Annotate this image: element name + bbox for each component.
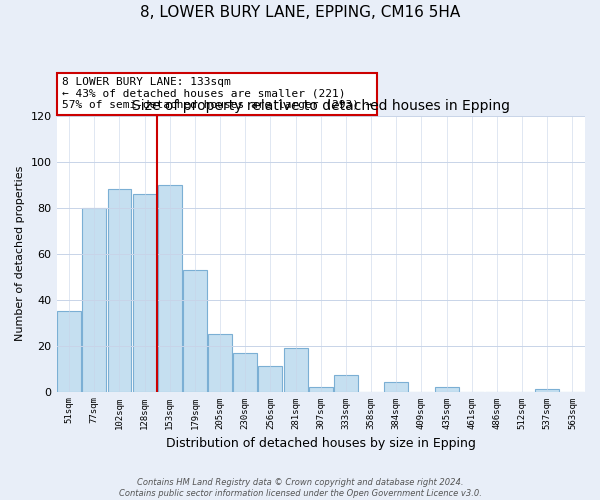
- Bar: [57, 311, 81, 392]
- Bar: [133, 194, 157, 392]
- Text: Contains HM Land Registry data © Crown copyright and database right 2024.
Contai: Contains HM Land Registry data © Crown c…: [119, 478, 481, 498]
- X-axis label: Distribution of detached houses by size in Epping: Distribution of detached houses by size …: [166, 437, 476, 450]
- Bar: [259, 366, 283, 392]
- Text: 8, LOWER BURY LANE, EPPING, CM16 5HA: 8, LOWER BURY LANE, EPPING, CM16 5HA: [140, 5, 460, 20]
- Bar: [208, 334, 232, 392]
- Bar: [334, 376, 358, 392]
- Bar: [434, 387, 458, 392]
- Bar: [284, 348, 308, 392]
- Bar: [82, 208, 106, 392]
- Bar: [158, 185, 182, 392]
- Bar: [233, 352, 257, 392]
- Bar: [309, 387, 333, 392]
- Bar: [385, 382, 408, 392]
- Title: Size of property relative to detached houses in Epping: Size of property relative to detached ho…: [132, 100, 510, 114]
- Text: 8 LOWER BURY LANE: 133sqm
← 43% of detached houses are smaller (221)
57% of semi: 8 LOWER BURY LANE: 133sqm ← 43% of detac…: [62, 77, 373, 110]
- Bar: [535, 390, 559, 392]
- Bar: [183, 270, 207, 392]
- Bar: [107, 190, 131, 392]
- Y-axis label: Number of detached properties: Number of detached properties: [15, 166, 25, 342]
